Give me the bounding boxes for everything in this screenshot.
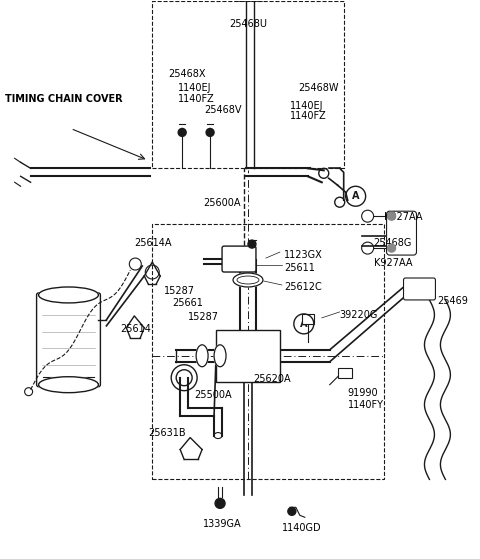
Circle shape bbox=[387, 244, 396, 252]
Bar bbox=[338, 368, 352, 378]
Text: A: A bbox=[300, 319, 308, 329]
Text: 25469: 25469 bbox=[437, 296, 468, 306]
Bar bbox=[152, 224, 384, 480]
Text: 1140GD: 1140GD bbox=[282, 523, 322, 533]
Ellipse shape bbox=[38, 287, 98, 303]
Bar bbox=[302, 314, 314, 324]
Bar bbox=[152, 1, 344, 168]
Text: K927AA: K927AA bbox=[384, 212, 422, 222]
Text: 1140EJ: 1140EJ bbox=[178, 83, 212, 93]
Text: 39220G: 39220G bbox=[340, 310, 378, 320]
FancyBboxPatch shape bbox=[404, 278, 435, 300]
Circle shape bbox=[288, 508, 296, 515]
Text: 25468G: 25468G bbox=[373, 238, 412, 248]
Ellipse shape bbox=[233, 273, 263, 287]
Text: 15287: 15287 bbox=[164, 286, 195, 296]
Text: TIMING CHAIN COVER: TIMING CHAIN COVER bbox=[5, 93, 122, 103]
Text: 25600A: 25600A bbox=[204, 198, 241, 209]
Text: 25614: 25614 bbox=[120, 324, 151, 334]
Circle shape bbox=[215, 499, 225, 508]
Text: 1140FZ: 1140FZ bbox=[178, 93, 215, 103]
Text: 25631B: 25631B bbox=[148, 428, 186, 438]
Text: 1140FZ: 1140FZ bbox=[290, 111, 326, 121]
Ellipse shape bbox=[214, 345, 226, 367]
Circle shape bbox=[178, 129, 186, 136]
Text: 25661: 25661 bbox=[172, 298, 203, 308]
Text: K927AA: K927AA bbox=[373, 258, 412, 268]
Text: 25620A: 25620A bbox=[253, 374, 291, 383]
FancyBboxPatch shape bbox=[222, 246, 256, 272]
Bar bbox=[216, 330, 280, 382]
Text: 91990: 91990 bbox=[348, 388, 378, 397]
Text: 25468U: 25468U bbox=[229, 19, 267, 29]
Text: 25500A: 25500A bbox=[194, 390, 232, 400]
FancyBboxPatch shape bbox=[36, 293, 100, 387]
Text: 25468V: 25468V bbox=[204, 105, 241, 115]
Ellipse shape bbox=[196, 345, 208, 367]
Text: 25468W: 25468W bbox=[298, 83, 338, 93]
Circle shape bbox=[206, 129, 214, 136]
Text: 25468X: 25468X bbox=[168, 69, 206, 79]
FancyBboxPatch shape bbox=[386, 211, 417, 255]
Text: 25614A: 25614A bbox=[134, 238, 172, 248]
Text: 1123GX: 1123GX bbox=[284, 250, 323, 260]
Text: 25611: 25611 bbox=[284, 263, 315, 273]
Circle shape bbox=[387, 212, 396, 220]
Circle shape bbox=[248, 240, 256, 248]
Ellipse shape bbox=[38, 377, 98, 392]
Text: 25612C: 25612C bbox=[284, 282, 322, 292]
Text: A: A bbox=[352, 191, 360, 201]
Text: 1339GA: 1339GA bbox=[203, 519, 241, 529]
Text: 1140FY: 1140FY bbox=[348, 400, 384, 410]
Text: 1140EJ: 1140EJ bbox=[290, 101, 324, 111]
Text: 15287: 15287 bbox=[188, 312, 219, 322]
